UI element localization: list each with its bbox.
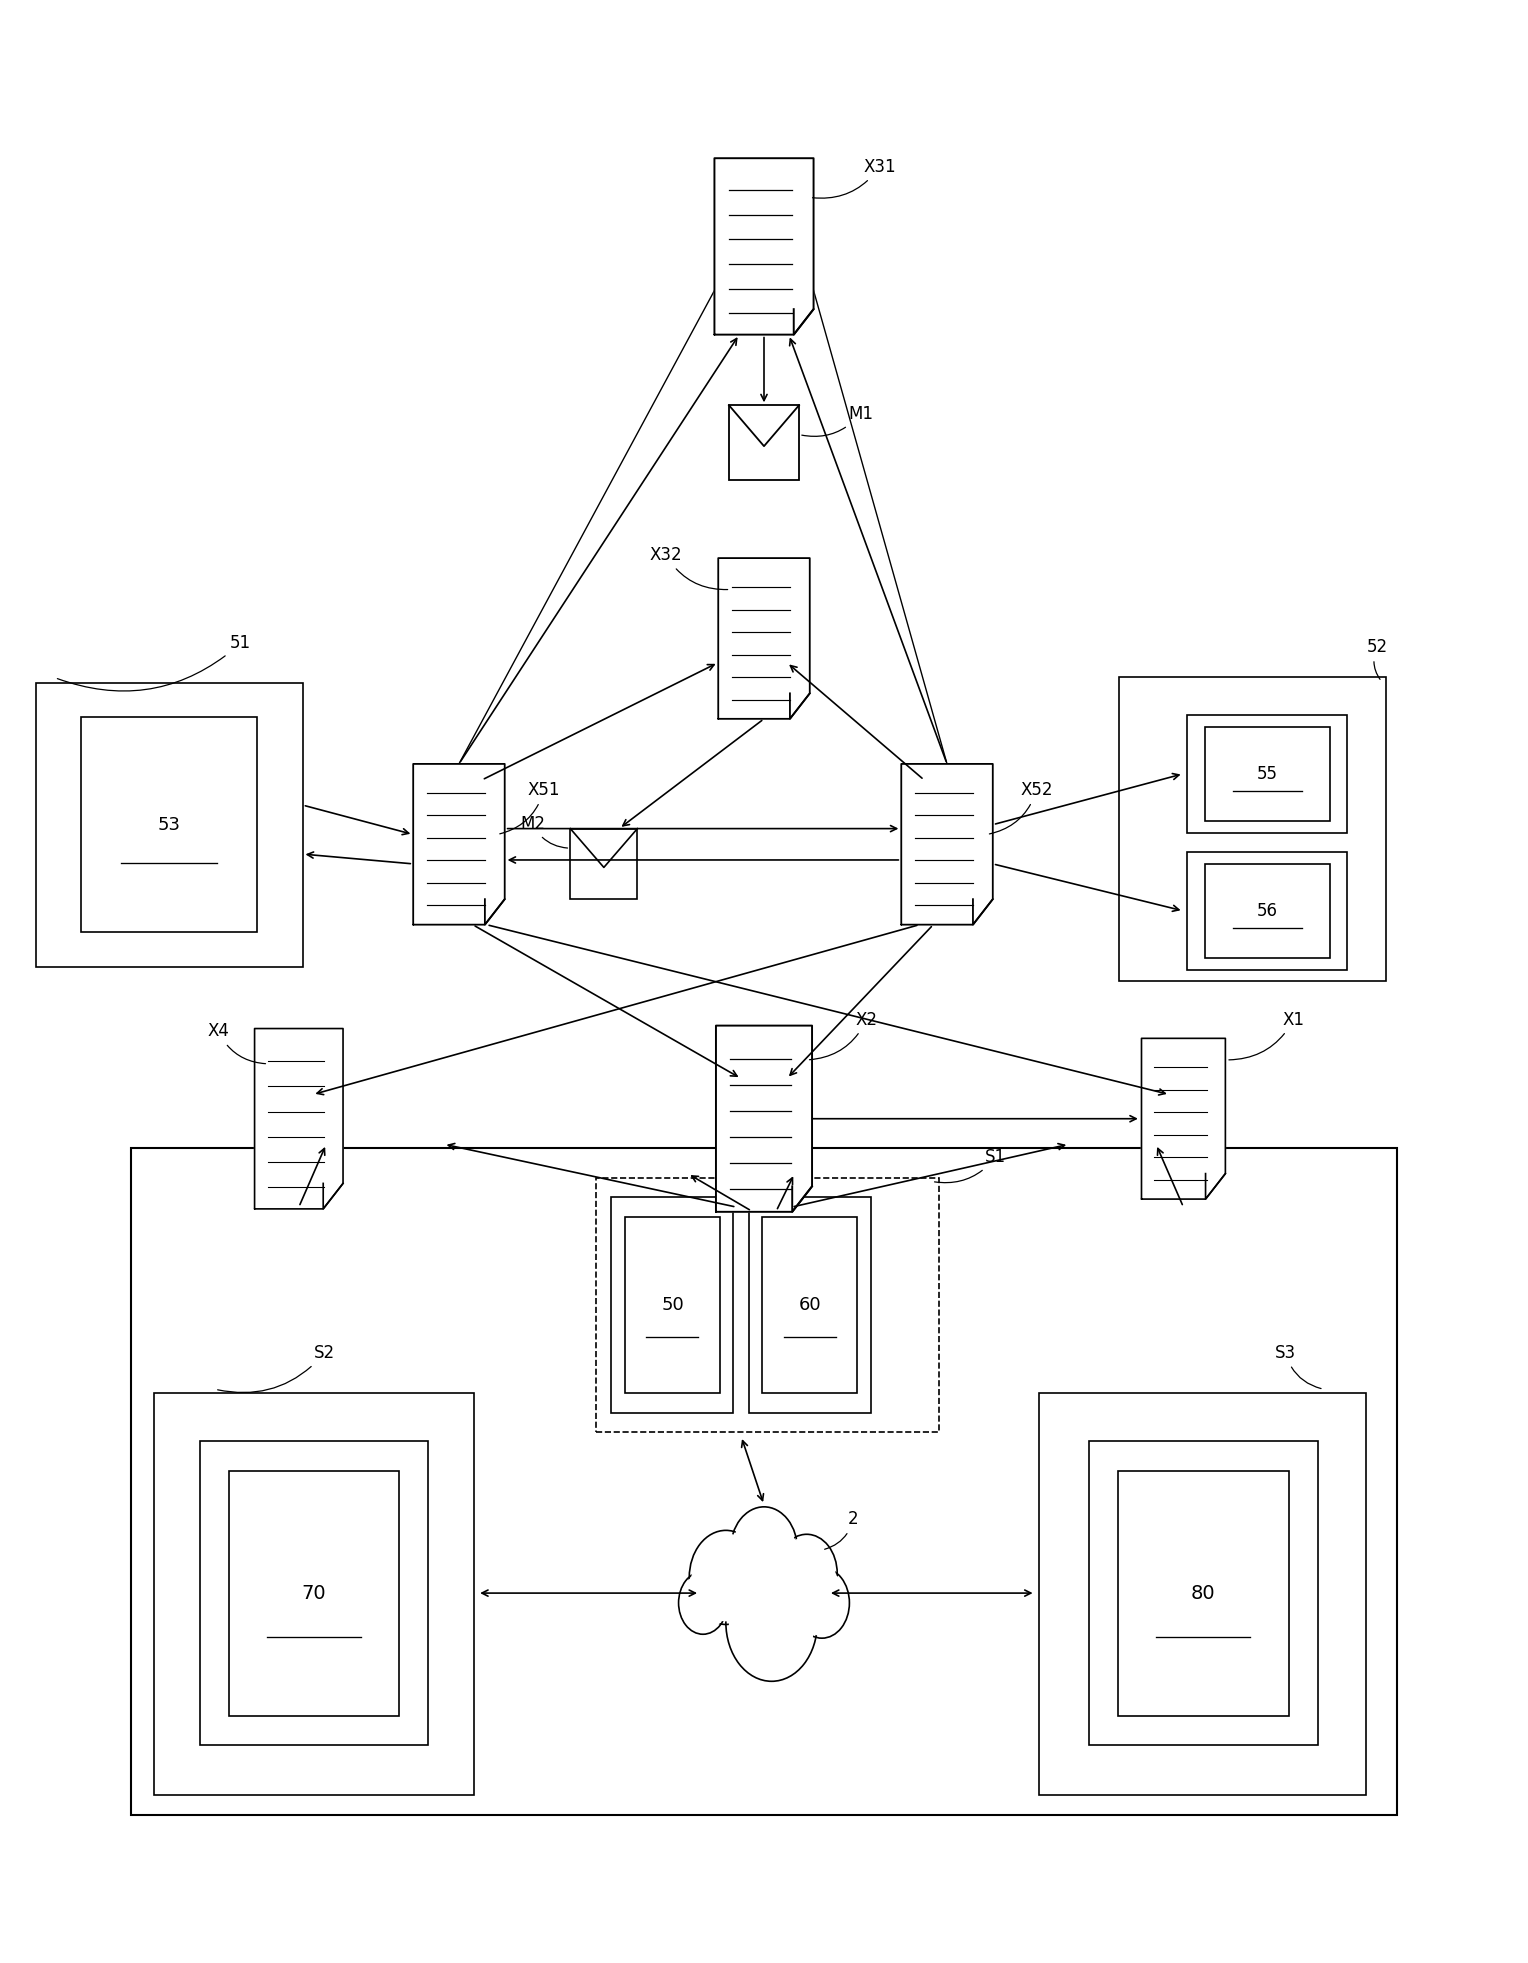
Bar [1089, 1441, 1317, 1745]
Circle shape [776, 1535, 837, 1614]
Text: S2: S2 [217, 1345, 335, 1392]
Polygon shape [715, 159, 813, 334]
Circle shape [796, 1570, 847, 1635]
Circle shape [689, 1531, 762, 1625]
Bar [729, 404, 799, 479]
Circle shape [779, 1537, 834, 1610]
Polygon shape [413, 764, 504, 925]
Bar [611, 1197, 733, 1413]
Text: X4: X4 [208, 1023, 266, 1064]
Text: S3: S3 [1274, 1345, 1322, 1388]
Text: 51: 51 [58, 634, 251, 691]
Circle shape [733, 1510, 795, 1590]
Circle shape [680, 1574, 726, 1631]
Text: 53: 53 [157, 817, 180, 834]
Circle shape [678, 1572, 727, 1635]
Bar [1187, 715, 1348, 832]
Text: 70: 70 [301, 1584, 327, 1602]
Text: X31: X31 [813, 157, 895, 198]
Text: X52: X52 [990, 781, 1053, 834]
Polygon shape [1141, 1038, 1225, 1199]
Text: 50: 50 [662, 1296, 685, 1313]
Bar [131, 1148, 1397, 1814]
Bar [1118, 677, 1386, 982]
Text: X32: X32 [649, 546, 727, 589]
Bar [762, 1217, 857, 1394]
Bar [625, 1217, 720, 1394]
Bar [229, 1470, 399, 1716]
Circle shape [729, 1568, 814, 1676]
Circle shape [795, 1568, 850, 1639]
Circle shape [726, 1565, 817, 1680]
Text: X51: X51 [500, 781, 561, 834]
Bar [570, 828, 637, 899]
Text: X1: X1 [1229, 1011, 1305, 1060]
Circle shape [692, 1535, 759, 1621]
Bar [596, 1178, 940, 1433]
Text: 2: 2 [825, 1510, 859, 1549]
Bar [1039, 1394, 1366, 1794]
Text: X2: X2 [810, 1011, 877, 1060]
Text: S1: S1 [935, 1148, 1007, 1182]
Polygon shape [902, 764, 993, 925]
Text: 55: 55 [1258, 766, 1277, 783]
Bar [749, 1197, 871, 1413]
Text: M1: M1 [802, 404, 872, 436]
Bar [1204, 864, 1329, 958]
Polygon shape [717, 1025, 811, 1211]
Text: M2: M2 [520, 815, 567, 848]
Bar [154, 1394, 474, 1794]
Bar [1187, 852, 1348, 970]
Text: 56: 56 [1258, 901, 1277, 921]
Circle shape [730, 1508, 798, 1594]
Bar [1118, 1470, 1288, 1716]
Text: 80: 80 [1190, 1584, 1216, 1602]
Text: 52: 52 [1366, 638, 1387, 679]
Bar [200, 1441, 428, 1745]
Bar [35, 683, 303, 968]
Bar [81, 716, 257, 932]
Polygon shape [255, 1029, 344, 1209]
Polygon shape [718, 557, 810, 718]
Bar [1204, 726, 1329, 821]
Text: 60: 60 [799, 1296, 821, 1313]
